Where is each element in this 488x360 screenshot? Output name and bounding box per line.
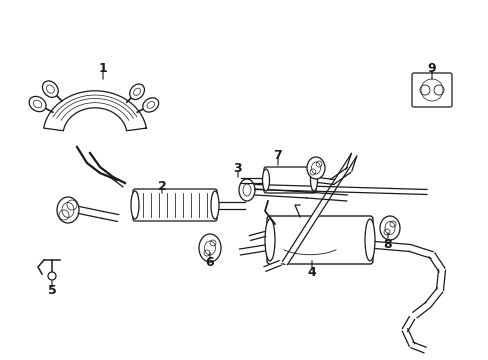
Circle shape — [48, 272, 56, 280]
Ellipse shape — [129, 84, 144, 99]
Polygon shape — [428, 253, 444, 272]
Text: 1: 1 — [99, 62, 107, 75]
Ellipse shape — [310, 169, 317, 191]
Polygon shape — [264, 261, 280, 271]
Ellipse shape — [42, 81, 58, 98]
Polygon shape — [239, 245, 265, 255]
Text: 8: 8 — [383, 238, 391, 251]
Polygon shape — [412, 302, 429, 318]
Polygon shape — [241, 177, 262, 183]
FancyBboxPatch shape — [133, 189, 217, 221]
Ellipse shape — [199, 234, 221, 262]
Polygon shape — [425, 288, 442, 307]
Ellipse shape — [306, 157, 325, 179]
Ellipse shape — [379, 216, 399, 240]
Ellipse shape — [264, 219, 274, 261]
Polygon shape — [402, 316, 414, 332]
Polygon shape — [254, 189, 306, 198]
Polygon shape — [346, 154, 356, 171]
Ellipse shape — [142, 98, 159, 112]
Polygon shape — [43, 91, 146, 131]
Polygon shape — [249, 231, 265, 240]
FancyBboxPatch shape — [411, 73, 451, 107]
Ellipse shape — [364, 219, 374, 261]
Ellipse shape — [29, 96, 46, 112]
Polygon shape — [102, 212, 119, 221]
Polygon shape — [78, 207, 103, 219]
Polygon shape — [329, 167, 350, 184]
Polygon shape — [408, 245, 432, 258]
FancyBboxPatch shape — [266, 216, 372, 264]
Polygon shape — [306, 192, 346, 201]
Polygon shape — [254, 185, 426, 194]
Text: 2: 2 — [157, 180, 166, 193]
Polygon shape — [282, 153, 356, 265]
Polygon shape — [317, 177, 334, 184]
Polygon shape — [402, 329, 414, 346]
Text: 7: 7 — [273, 149, 282, 162]
Text: 4: 4 — [307, 266, 316, 279]
Polygon shape — [219, 202, 244, 208]
Text: 6: 6 — [205, 256, 214, 269]
Polygon shape — [436, 270, 445, 291]
Ellipse shape — [210, 191, 219, 219]
Text: 9: 9 — [427, 62, 435, 75]
Polygon shape — [410, 342, 425, 353]
Polygon shape — [374, 242, 409, 252]
FancyBboxPatch shape — [264, 167, 315, 193]
Ellipse shape — [131, 191, 139, 219]
Ellipse shape — [262, 169, 269, 191]
Ellipse shape — [239, 179, 254, 201]
Text: 3: 3 — [233, 162, 242, 175]
Ellipse shape — [57, 197, 79, 223]
Text: 5: 5 — [47, 284, 56, 297]
